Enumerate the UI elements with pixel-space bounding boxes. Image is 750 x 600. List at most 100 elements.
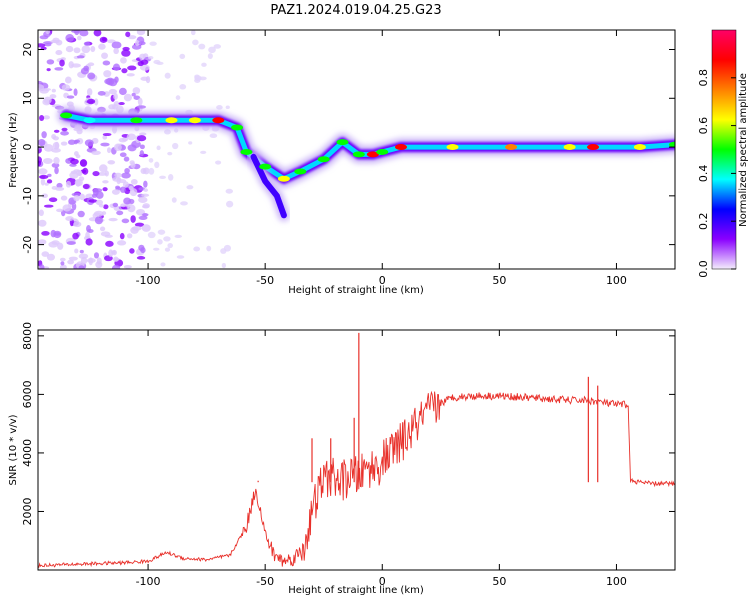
noise-blob — [95, 191, 104, 199]
noise-blob — [138, 244, 145, 251]
noise-blob — [67, 259, 75, 265]
noise-blob — [117, 240, 127, 246]
noise-blob — [188, 141, 193, 145]
noise-blob — [130, 179, 138, 185]
noise-blob — [190, 30, 196, 36]
noise-blob — [163, 236, 171, 242]
noise-blob — [38, 168, 48, 175]
branch-body — [250, 153, 287, 219]
colorbar-tick-label: 0.6 — [697, 117, 710, 135]
noise-blob — [39, 264, 45, 269]
spectrogram-noise — [38, 30, 234, 269]
noise-blob — [157, 239, 163, 245]
colorbar-tick-label: 0.2 — [697, 212, 710, 230]
noise-blob — [54, 141, 60, 150]
noise-blob — [54, 232, 61, 236]
noise-blob — [180, 201, 188, 206]
noise-blob — [95, 261, 103, 269]
noise-blob — [126, 233, 133, 239]
noise-blob — [102, 180, 109, 184]
noise-blob — [208, 46, 216, 54]
noise-blob — [53, 157, 60, 165]
ridge-point — [259, 163, 272, 170]
ridge-point — [60, 112, 73, 119]
noise-blob — [44, 43, 52, 47]
noise-blob — [113, 47, 119, 55]
ridge-point — [633, 144, 646, 151]
noise-blob — [167, 173, 174, 181]
noise-blob — [120, 57, 127, 64]
noise-blob — [206, 245, 212, 252]
noise-blob — [141, 193, 150, 197]
ridge-point — [240, 148, 253, 155]
noise-blob — [47, 173, 52, 177]
noise-blob — [90, 46, 96, 53]
noise-blob — [60, 141, 68, 146]
noise-blob — [223, 244, 232, 252]
noise-blob — [225, 188, 233, 194]
noise-blob — [137, 97, 143, 106]
noise-blob — [112, 103, 118, 110]
noise-blob — [138, 187, 146, 191]
y-tick-label: -10 — [21, 187, 34, 205]
noise-blob — [194, 75, 202, 82]
noise-blob — [114, 76, 119, 83]
noise-blob — [138, 41, 146, 46]
noise-blob — [84, 139, 94, 147]
noise-blob — [45, 30, 51, 35]
noise-blob — [113, 93, 118, 100]
noise-blob — [221, 262, 227, 269]
noise-blob — [101, 52, 108, 59]
noise-blob — [179, 84, 187, 90]
noise-blob — [92, 171, 100, 177]
ridge-point — [563, 144, 576, 151]
noise-blob — [167, 151, 173, 156]
noise-blob — [112, 63, 120, 71]
noise-blob — [59, 257, 66, 262]
noise-blob — [73, 194, 80, 202]
noise-blob — [123, 197, 132, 205]
noise-blob — [46, 68, 51, 72]
noise-blob — [138, 215, 148, 221]
noise-blob — [118, 179, 127, 184]
noise-blob — [75, 154, 81, 159]
noise-blob — [131, 92, 136, 97]
noise-blob — [65, 34, 75, 42]
noise-blob — [93, 210, 104, 217]
noise-blob — [111, 41, 122, 49]
noise-blob — [131, 226, 142, 231]
noise-blob — [113, 257, 120, 261]
noise-blob — [56, 182, 63, 189]
noise-blob — [179, 53, 186, 60]
ridge-point — [188, 117, 201, 124]
noise-blob — [108, 217, 118, 222]
noise-blob — [74, 248, 79, 254]
noise-blob — [160, 262, 166, 267]
noise-blob — [73, 221, 82, 228]
x-tick-label: 50 — [492, 575, 506, 588]
noise-blob — [156, 61, 164, 65]
noise-blob — [111, 189, 120, 195]
noise-blob — [60, 131, 69, 136]
noise-blob — [82, 167, 89, 175]
noise-blob — [73, 47, 81, 54]
noise-blob — [102, 132, 112, 137]
noise-blob — [79, 249, 84, 254]
noise-blob — [121, 218, 130, 224]
noise-blob — [71, 30, 81, 33]
noise-blob — [65, 180, 72, 188]
noise-blob — [38, 138, 46, 147]
noise-blob — [126, 133, 137, 141]
noise-blob — [114, 172, 122, 178]
noise-blob — [86, 88, 93, 96]
y-tick-label: 6000 — [21, 380, 34, 408]
noise-blob — [80, 67, 89, 75]
noise-blob — [186, 185, 194, 190]
noise-blob — [136, 256, 146, 260]
noise-blob — [164, 72, 171, 79]
ridge-point — [352, 151, 365, 158]
noise-blob — [70, 158, 79, 165]
colorbar-tick-label: 0.8 — [697, 69, 710, 87]
